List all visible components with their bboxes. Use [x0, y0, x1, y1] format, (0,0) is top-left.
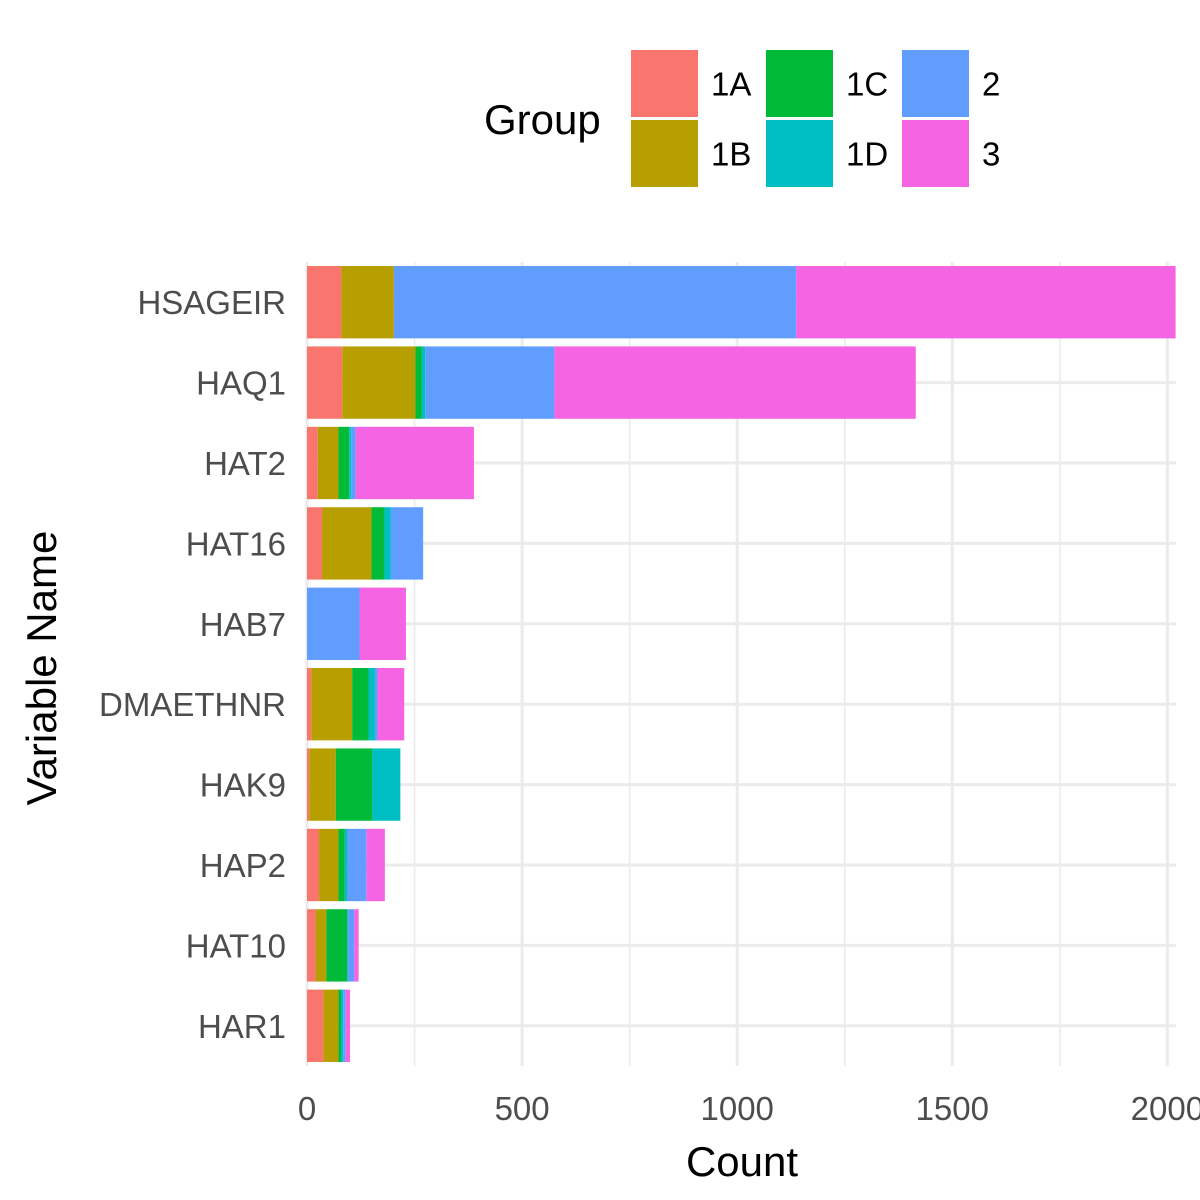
- bar-segment-hap2-1c: [338, 828, 345, 902]
- x-axis-tick-labels: 0 500 1000 1500 2000: [298, 1090, 1200, 1127]
- bar-segment-dmaethnr-1d: [368, 668, 375, 741]
- y-tick-label: HAB7: [200, 606, 286, 643]
- y-tick-label: HAQ1: [196, 365, 286, 402]
- legend-item-1d: 1D: [766, 120, 888, 187]
- bar-segment-dmaethnr-1a: [307, 668, 312, 741]
- bar-segment-hap2-1a: [307, 828, 320, 902]
- legend-item-1a: 1A: [631, 50, 751, 117]
- x-tick-label: 0: [298, 1090, 316, 1127]
- y-tick-label: HAR1: [198, 1008, 286, 1045]
- x-tick-label: 1500: [916, 1090, 989, 1127]
- y-tick-label: HAK9: [200, 767, 286, 804]
- legend-label: 2: [982, 66, 1000, 103]
- bar-segment-har1-1a: [307, 989, 324, 1062]
- bar-segment-hat16-1c: [371, 507, 385, 580]
- bar-segment-hat2-2: [351, 426, 356, 500]
- bar-segment-hat10-1d: [347, 909, 348, 982]
- legend-label: 1D: [846, 136, 888, 173]
- y-tick-label: DMAETHNR: [99, 686, 286, 723]
- legend-title: Group: [484, 96, 601, 143]
- bar-segment-hak9-1c: [335, 748, 373, 821]
- bar-segment-har1-3: [345, 989, 351, 1062]
- legend-swatch: [902, 50, 969, 117]
- y-axis-title: Variable Name: [18, 531, 65, 806]
- bar-segment-hap2-3: [366, 828, 385, 902]
- bar-segment-hat2-1d: [349, 426, 352, 500]
- bar-segment-har1-1c: [338, 989, 341, 1062]
- bar-segment-haq1-1b: [342, 346, 416, 419]
- bar-segment-hat2-3: [355, 426, 474, 500]
- legend-swatch: [766, 120, 833, 187]
- bar-segment-dmaethnr-2: [374, 668, 378, 741]
- bar-segment-har1-1d: [340, 989, 344, 1062]
- x-tick-label: 2000: [1131, 1090, 1200, 1127]
- bar-segment-dmaethnr-1c: [352, 668, 369, 741]
- legend: Group 1A 1B 1C 1D 2 3: [484, 50, 1000, 187]
- bar-segment-hat16-2: [390, 507, 424, 580]
- bar-segment-har1-2: [343, 989, 346, 1062]
- legend-label: 1A: [711, 66, 751, 103]
- bar-segment-hak9-1d: [372, 748, 401, 821]
- x-axis-title: Count: [686, 1138, 798, 1185]
- bar-segment-dmaethnr-3: [377, 668, 405, 741]
- bar-segment-hat16-1b: [322, 507, 372, 580]
- legend-swatch: [766, 50, 833, 117]
- legend-swatch: [902, 120, 969, 187]
- bar-segment-hap2-1b: [319, 828, 339, 902]
- bar-segment-haq1-1a: [307, 346, 343, 419]
- bar-segment-hsageir-1b: [341, 266, 394, 339]
- x-tick-label: 1000: [700, 1090, 773, 1127]
- y-tick-label: HAT2: [204, 445, 286, 482]
- bar-segment-hat2-1c: [338, 426, 350, 500]
- bar-segment-hak9-1a: [307, 748, 310, 821]
- legend-item-1c: 1C: [766, 50, 888, 117]
- legend-item-3: 3: [902, 120, 1000, 187]
- bar-segment-hsageir-3: [796, 266, 1176, 339]
- bar-segment-hat10-3: [354, 909, 359, 982]
- bar-segment-hat10-1a: [307, 909, 316, 982]
- bar-segment-hap2-2: [347, 828, 367, 902]
- bar-segment-haq1-1c: [415, 346, 422, 419]
- bar-segment-hab7-3: [359, 587, 406, 660]
- legend-label: 3: [982, 136, 1000, 173]
- bar-segment-haq1-1d: [421, 346, 426, 419]
- bar-segment-hat16-1a: [307, 507, 323, 580]
- bar-segment-hat2-1b: [317, 426, 339, 500]
- bar-segment-hap2-1d: [344, 828, 348, 902]
- bar-segment-hat10-1b: [315, 909, 327, 982]
- y-tick-label: HAT10: [186, 927, 286, 964]
- legend-item-1b: 1B: [631, 120, 751, 187]
- bar-segment-haq1-3: [554, 346, 916, 419]
- bar-segment-har1-1b: [323, 989, 339, 1062]
- legend-label: 1C: [846, 66, 888, 103]
- bar-segment-dmaethnr-1b: [311, 668, 353, 741]
- bar-segment-hat10-2: [347, 909, 355, 982]
- legend-label: 1B: [711, 136, 751, 173]
- y-tick-label: HAT16: [186, 525, 286, 562]
- y-axis-tick-labels: HSAGEIR HAQ1 HAT2 HAT16 HAB7 DMAETHNR HAK9 HAP2…: [99, 284, 286, 1045]
- x-tick-label: 500: [495, 1090, 550, 1127]
- bar-segment-hat10-1c: [326, 909, 348, 982]
- y-tick-label: HSAGEIR: [137, 284, 286, 321]
- bar-segment-hat2-1a: [307, 426, 318, 500]
- bar-segment-haq1-2: [425, 346, 555, 419]
- bars: [307, 266, 1176, 1062]
- bar-segment-hat16-1d: [384, 507, 391, 580]
- legend-swatch: [631, 50, 698, 117]
- legend-item-2: 2: [902, 50, 1000, 117]
- y-tick-label: HAP2: [200, 847, 286, 884]
- bar-segment-hak9-1b: [309, 748, 336, 821]
- legend-swatch: [631, 120, 698, 187]
- bar-segment-hsageir-1a: [307, 266, 342, 339]
- legend-items: 1A 1B 1C 1D 2 3: [631, 50, 1000, 187]
- bar-segment-hsageir-2: [393, 266, 797, 339]
- bar-segment-hab7-2: [307, 587, 360, 660]
